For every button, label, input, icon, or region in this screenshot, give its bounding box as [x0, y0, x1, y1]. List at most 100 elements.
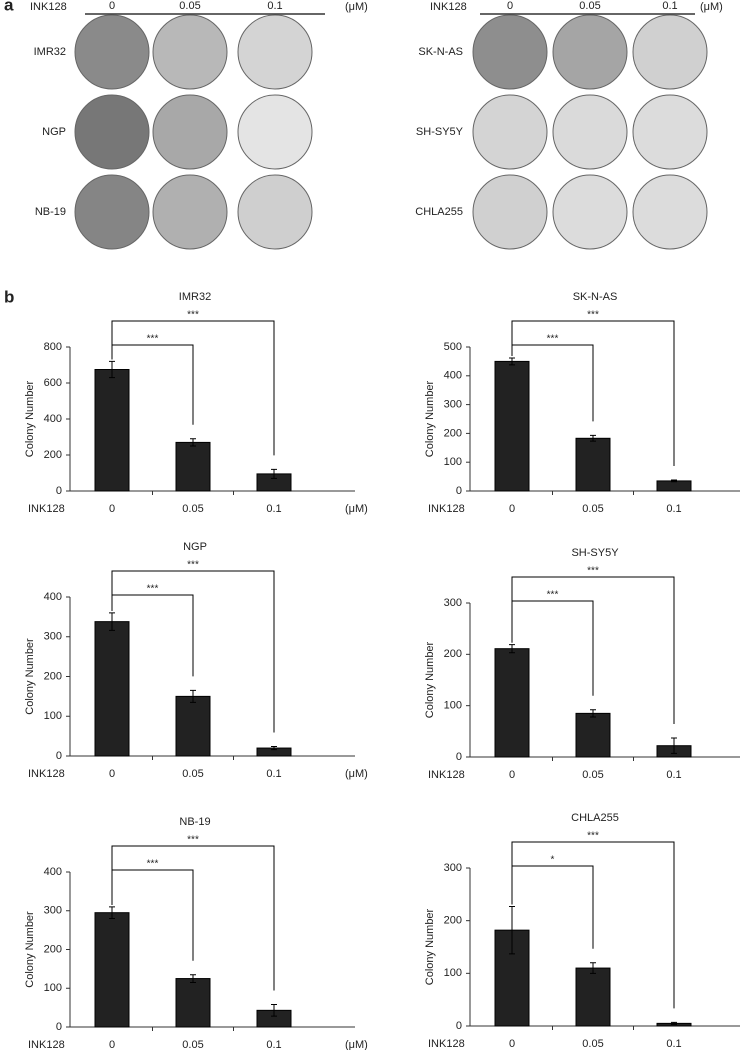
x-tick-label: 0.05 [182, 768, 203, 780]
plate-image [472, 174, 548, 250]
y-tick-label: 500 [444, 341, 462, 353]
x-unit-label: (μM) [345, 503, 368, 515]
error-bar [190, 438, 196, 447]
dose-label: 0.1 [662, 0, 677, 12]
y-tick-label: 300 [444, 862, 462, 874]
error-bar [671, 1021, 677, 1025]
x-tick-label: 0.05 [182, 1039, 203, 1050]
y-tick-label: 300 [444, 399, 462, 411]
error-bar [190, 689, 196, 703]
chart-title: SH-SY5Y [571, 547, 619, 559]
error-bar [590, 434, 596, 442]
plate-image [552, 174, 628, 250]
y-tick-label: 400 [44, 413, 62, 425]
cell-line-label: IMR32 [34, 46, 66, 58]
cell-line-label: SH-SY5Y [416, 126, 464, 138]
y-tick-label: 200 [444, 648, 462, 660]
y-tick-label: 300 [44, 631, 62, 643]
bar [94, 621, 130, 757]
plate-image [552, 94, 628, 170]
y-tick-label: 200 [444, 915, 462, 927]
error-bar [509, 357, 515, 366]
plate-image [152, 14, 228, 90]
dose-label: 0 [109, 0, 115, 12]
chart-title: IMR32 [179, 291, 211, 303]
y-tick-label: 400 [444, 370, 462, 382]
bar [175, 695, 211, 757]
significance-label: *** [587, 566, 599, 577]
error-bar [271, 1004, 277, 1017]
y-tick-label: 0 [456, 485, 462, 497]
bar [94, 912, 130, 1028]
y-tick-label: 800 [44, 341, 62, 353]
chart-title: NB-19 [179, 816, 210, 828]
significance-bracket [511, 841, 675, 1009]
x-tick-label: 0.1 [266, 1039, 281, 1050]
plate-image [237, 174, 313, 250]
panel-label: a [4, 0, 14, 14]
y-axis-label: Colony Number [24, 638, 36, 715]
x-axis-label: INK128 [428, 769, 465, 781]
dose-label: 0.05 [579, 0, 600, 12]
significance-label: *** [187, 835, 199, 846]
error-bar [590, 709, 596, 718]
x-tick-label: 0 [109, 503, 115, 515]
x-tick-label: 0.1 [666, 769, 681, 781]
dose-label: 0.05 [179, 0, 200, 12]
significance-label: *** [547, 590, 559, 601]
y-axis-label: Colony Number [424, 908, 436, 985]
x-tick-label: 0.05 [582, 769, 603, 781]
x-axis-label: INK128 [28, 768, 65, 780]
y-axis-label: Colony Number [424, 641, 436, 718]
y-tick-label: 200 [44, 943, 62, 955]
bar [494, 648, 530, 758]
error-bar [271, 468, 277, 479]
y-axis-label: Colony Number [24, 380, 36, 457]
chart-title: SK-N-AS [573, 291, 618, 303]
chart-title: CHLA255 [571, 812, 619, 824]
unit-label: (μM) [345, 1, 368, 13]
unit-label: (μM) [700, 1, 723, 13]
panel-label: b [4, 287, 14, 306]
plate-image [632, 14, 708, 90]
x-tick-label: 0.05 [182, 503, 203, 515]
x-tick-label: 0.05 [582, 1038, 603, 1050]
y-tick-label: 400 [44, 591, 62, 603]
x-axis-label: INK128 [28, 1039, 65, 1050]
y-tick-label: 400 [44, 866, 62, 878]
significance-bracket [111, 570, 275, 733]
plate-image [632, 94, 708, 170]
plate-image [472, 94, 548, 170]
x-axis-label: INK128 [428, 503, 465, 515]
significance-bracket [111, 845, 275, 991]
significance-label: *** [187, 560, 199, 571]
plate-image [74, 94, 150, 170]
bar [656, 480, 692, 492]
significance-bracket [111, 320, 275, 456]
x-tick-label: 0 [109, 1039, 115, 1050]
y-tick-label: 600 [44, 377, 62, 389]
error-bar [509, 644, 515, 654]
y-tick-label: 100 [444, 700, 462, 712]
significance-bracket [511, 576, 675, 725]
error-bar [109, 906, 115, 919]
cell-line-label: NB-19 [35, 206, 66, 218]
significance-label: *** [187, 310, 199, 321]
bar [494, 360, 530, 492]
x-tick-label: 0 [509, 503, 515, 515]
error-bar [671, 737, 677, 754]
y-tick-label: 200 [444, 427, 462, 439]
chart-title: NGP [183, 541, 207, 553]
plate-image [632, 174, 708, 250]
significance-label: *** [587, 310, 599, 321]
error-bar [271, 745, 277, 751]
error-bar [590, 962, 596, 974]
error-bar [109, 612, 115, 631]
cell-line-label: CHLA255 [415, 206, 463, 218]
cell-line-label: NGP [42, 126, 66, 138]
error-bar [509, 905, 515, 955]
significance-label: *** [547, 334, 559, 345]
y-tick-label: 300 [444, 597, 462, 609]
error-bar [109, 360, 115, 379]
y-tick-label: 200 [44, 449, 62, 461]
